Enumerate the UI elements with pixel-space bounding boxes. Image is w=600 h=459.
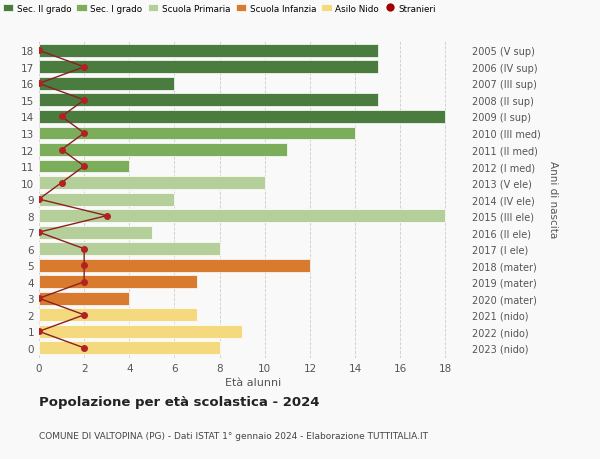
Point <box>79 163 89 170</box>
Point <box>34 196 44 203</box>
Point <box>57 179 67 187</box>
Point <box>34 295 44 302</box>
Point <box>79 312 89 319</box>
Bar <box>39 78 175 90</box>
Bar <box>39 226 152 239</box>
Bar <box>39 292 130 305</box>
Bar <box>39 193 175 206</box>
Point <box>34 80 44 88</box>
Bar <box>39 177 265 190</box>
Point <box>34 229 44 236</box>
Point <box>79 279 89 286</box>
Bar <box>39 144 287 157</box>
Point <box>79 344 89 352</box>
Point <box>102 213 112 220</box>
Bar <box>39 341 220 354</box>
Point <box>34 328 44 335</box>
Point <box>34 48 44 55</box>
Bar <box>39 111 445 123</box>
Point <box>57 113 67 121</box>
Y-axis label: Anni di nascita: Anni di nascita <box>548 161 557 238</box>
Bar <box>39 45 377 58</box>
Point <box>79 64 89 71</box>
X-axis label: Età alunni: Età alunni <box>226 377 281 387</box>
Bar <box>39 94 377 107</box>
Legend: Sec. II grado, Sec. I grado, Scuola Primaria, Scuola Infanzia, Asilo Nido, Stran: Sec. II grado, Sec. I grado, Scuola Prim… <box>2 5 436 13</box>
Bar <box>39 276 197 289</box>
Bar <box>39 243 220 256</box>
Bar <box>39 325 242 338</box>
Point <box>79 130 89 137</box>
Point <box>57 146 67 154</box>
Point <box>79 246 89 253</box>
Bar <box>39 61 377 74</box>
Text: COMUNE DI VALTOPINA (PG) - Dati ISTAT 1° gennaio 2024 - Elaborazione TUTTITALIA.: COMUNE DI VALTOPINA (PG) - Dati ISTAT 1°… <box>39 431 428 441</box>
Bar <box>39 127 355 140</box>
Bar <box>39 309 197 322</box>
Bar <box>39 259 310 272</box>
Point <box>79 97 89 104</box>
Point <box>79 262 89 269</box>
Bar <box>39 160 130 173</box>
Bar <box>39 210 445 223</box>
Text: Popolazione per età scolastica - 2024: Popolazione per età scolastica - 2024 <box>39 395 320 408</box>
